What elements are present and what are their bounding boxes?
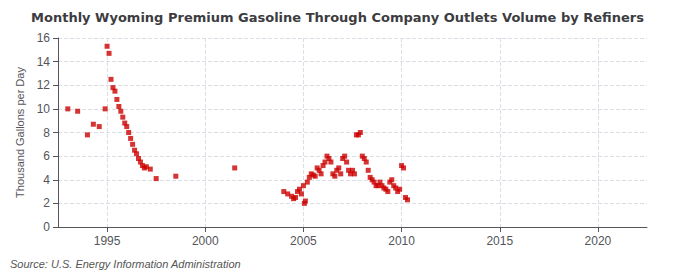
svg-text:6: 6 xyxy=(43,149,50,163)
svg-text:1995: 1995 xyxy=(94,234,121,248)
svg-text:2005: 2005 xyxy=(290,234,317,248)
svg-text:14: 14 xyxy=(37,55,51,69)
svg-text:2010: 2010 xyxy=(388,234,415,248)
svg-text:Source: U.S. Energy Informatio: Source: U.S. Energy Information Administ… xyxy=(10,258,241,270)
svg-text:12: 12 xyxy=(37,78,51,92)
svg-text:Thousand Gallons per Day: Thousand Gallons per Day xyxy=(14,67,26,198)
svg-text:8: 8 xyxy=(43,126,50,140)
svg-text:2020: 2020 xyxy=(585,234,612,248)
svg-text:2000: 2000 xyxy=(192,234,219,248)
svg-text:10: 10 xyxy=(37,102,51,116)
svg-text:2015: 2015 xyxy=(486,234,513,248)
svg-text:16: 16 xyxy=(37,31,51,45)
svg-text:Monthly Wyoming Premium Gasoli: Monthly Wyoming Premium Gasoline Through… xyxy=(31,10,644,25)
svg-text:4: 4 xyxy=(43,173,50,187)
svg-text:0: 0 xyxy=(43,220,50,234)
svg-text:2: 2 xyxy=(43,196,50,210)
